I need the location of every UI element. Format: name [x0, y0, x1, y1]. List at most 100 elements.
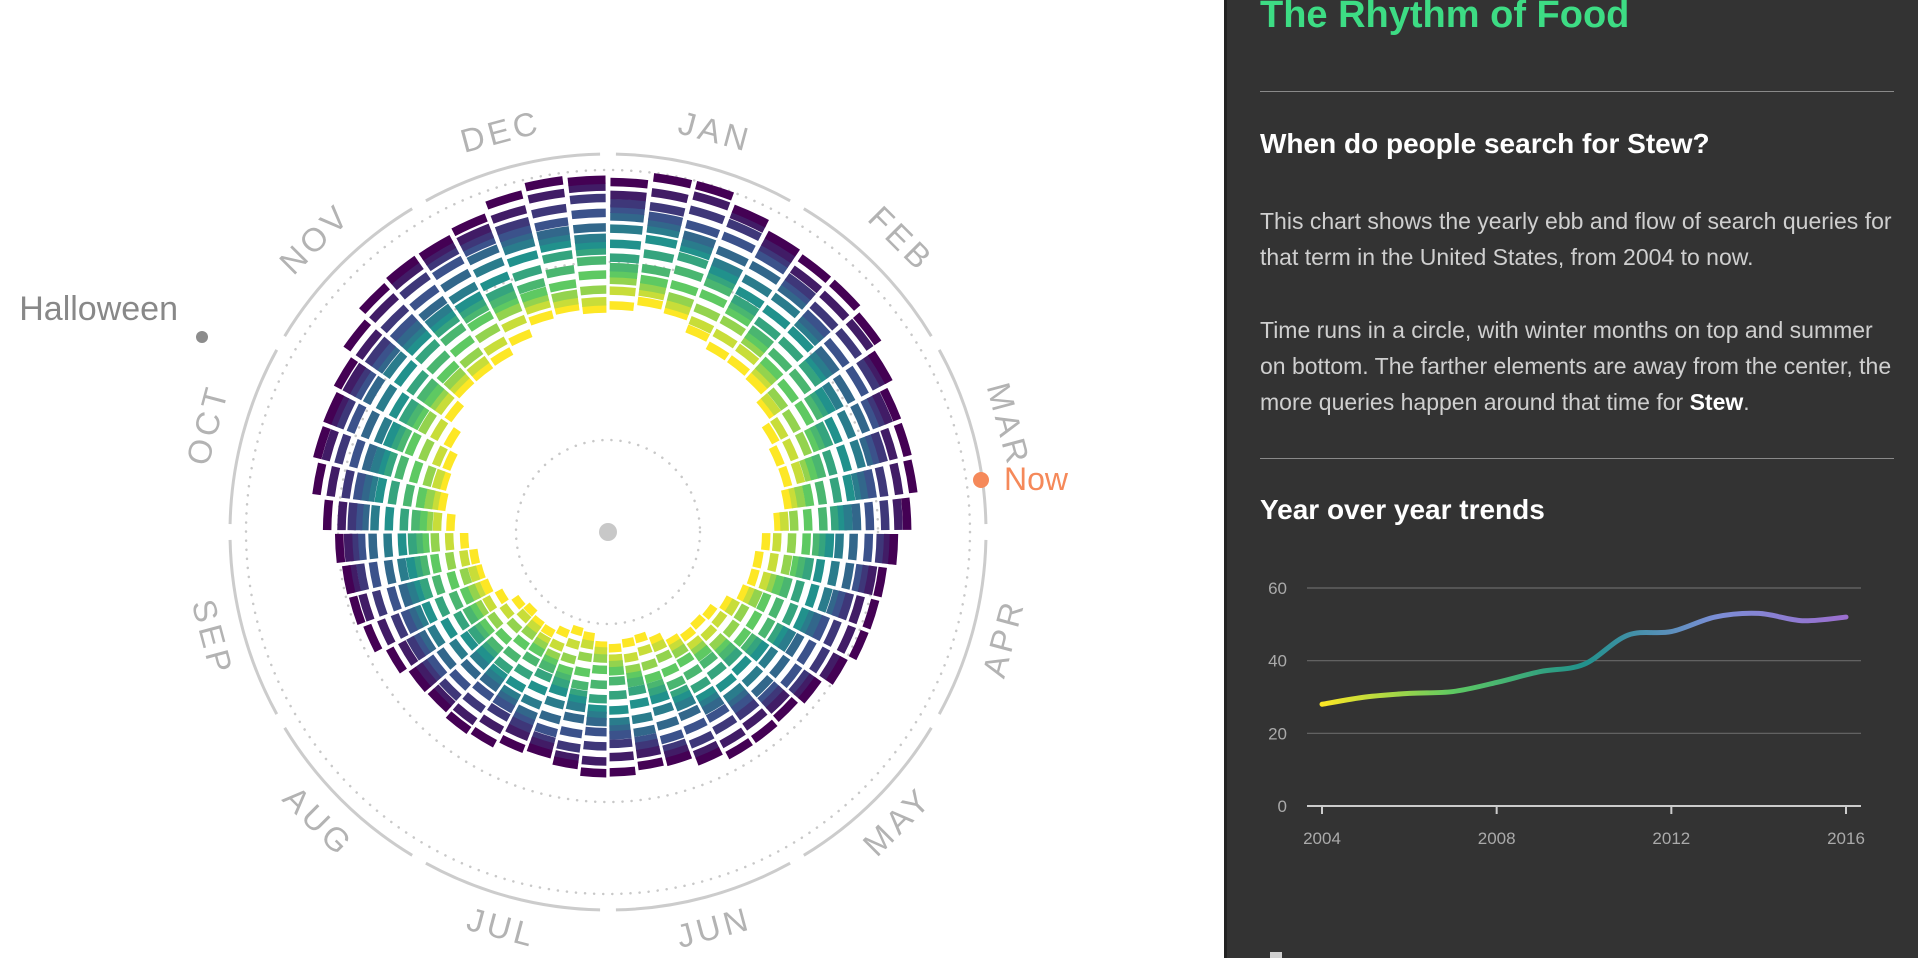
y-tick-label: 20 [1268, 724, 1287, 743]
data-cell [741, 665, 764, 688]
info-panel: The Rhythm of Food When do people search… [1224, 0, 1918, 958]
data-cell [540, 623, 556, 638]
data-cell [470, 726, 497, 748]
month-arc [425, 152, 601, 203]
data-cell [726, 218, 763, 242]
data-cell [688, 730, 715, 749]
data-cell [636, 745, 662, 759]
data-cell [397, 558, 410, 582]
data-cell [701, 696, 725, 715]
data-cell [426, 350, 451, 375]
data-cell [764, 230, 800, 257]
data-cell [785, 632, 805, 658]
data-cell [679, 242, 712, 261]
data-cell [752, 550, 764, 569]
halloween-marker[interactable] [196, 331, 208, 343]
data-cell [492, 694, 516, 714]
data-cell [512, 634, 530, 651]
data-cell [532, 636, 549, 652]
data-cell [669, 280, 699, 297]
data-cell [427, 624, 446, 648]
data-cell [680, 237, 714, 255]
data-cell [534, 667, 553, 683]
data-cell [782, 438, 799, 462]
data-cell [437, 470, 452, 491]
data-cell [765, 689, 790, 714]
data-cell [508, 329, 533, 347]
data-cell [731, 655, 752, 676]
data-cell [459, 347, 484, 369]
data-cell [446, 513, 456, 531]
data-cell [801, 557, 815, 581]
data-cell [748, 260, 781, 285]
data-cell [383, 533, 394, 558]
data-cell [405, 581, 421, 605]
data-cell [398, 640, 419, 666]
data-cell [456, 223, 492, 246]
data-cell [431, 255, 465, 281]
data-cell [374, 477, 388, 504]
data-cell [432, 684, 456, 708]
data-cell [499, 735, 526, 753]
data-cell [814, 480, 828, 505]
data-cell [715, 673, 737, 693]
month-arc [228, 539, 279, 715]
data-cell [758, 646, 779, 669]
data-cell [857, 564, 872, 594]
data-cell [814, 386, 836, 415]
data-cell [815, 421, 834, 448]
data-cell [714, 638, 733, 657]
data-cell [508, 716, 534, 734]
data-cell [651, 639, 668, 653]
data-cell [474, 323, 501, 344]
data-cell [522, 651, 541, 667]
data-cell [746, 568, 760, 587]
data-cell [741, 274, 773, 298]
data-cell [757, 681, 781, 705]
data-cell [573, 666, 591, 678]
data-cell [777, 283, 808, 310]
data-cell [623, 651, 639, 663]
data-cell [349, 439, 366, 469]
data-cell [487, 611, 504, 629]
data-cell [428, 308, 457, 333]
data-cell [821, 449, 838, 476]
data-cell [798, 360, 823, 387]
data-cell [418, 510, 428, 531]
data-cell [804, 456, 820, 481]
data-cell [712, 328, 738, 349]
data-cell [609, 286, 636, 297]
month-label: SEP [185, 595, 241, 680]
data-cell [742, 708, 768, 731]
data-cell [784, 272, 817, 301]
data-cell [452, 703, 478, 726]
data-cell [571, 208, 606, 220]
data-cell [719, 727, 746, 749]
data-cell [528, 642, 546, 658]
data-cell [788, 368, 812, 395]
data-cell [771, 574, 785, 596]
data-cell [445, 711, 472, 734]
data-cell [460, 630, 479, 651]
data-cell [745, 636, 764, 658]
data-cell [384, 506, 395, 531]
data-cell [817, 507, 828, 531]
data-cell [847, 533, 858, 561]
data-cell [887, 533, 899, 565]
data-cell [369, 446, 386, 474]
now-marker[interactable] [973, 472, 989, 488]
data-cell [705, 703, 730, 723]
data-cell [862, 533, 874, 563]
data-cell [723, 647, 743, 667]
month-arc [615, 861, 791, 912]
data-cell [408, 460, 424, 484]
data-cell [661, 662, 680, 678]
data-cell [479, 641, 499, 661]
data-cell [740, 335, 766, 358]
data-cell [584, 726, 607, 737]
data-cell [534, 217, 569, 232]
data-cell [529, 736, 555, 752]
data-cell [666, 291, 695, 308]
data-cell [860, 397, 881, 430]
data-cell [686, 635, 704, 652]
